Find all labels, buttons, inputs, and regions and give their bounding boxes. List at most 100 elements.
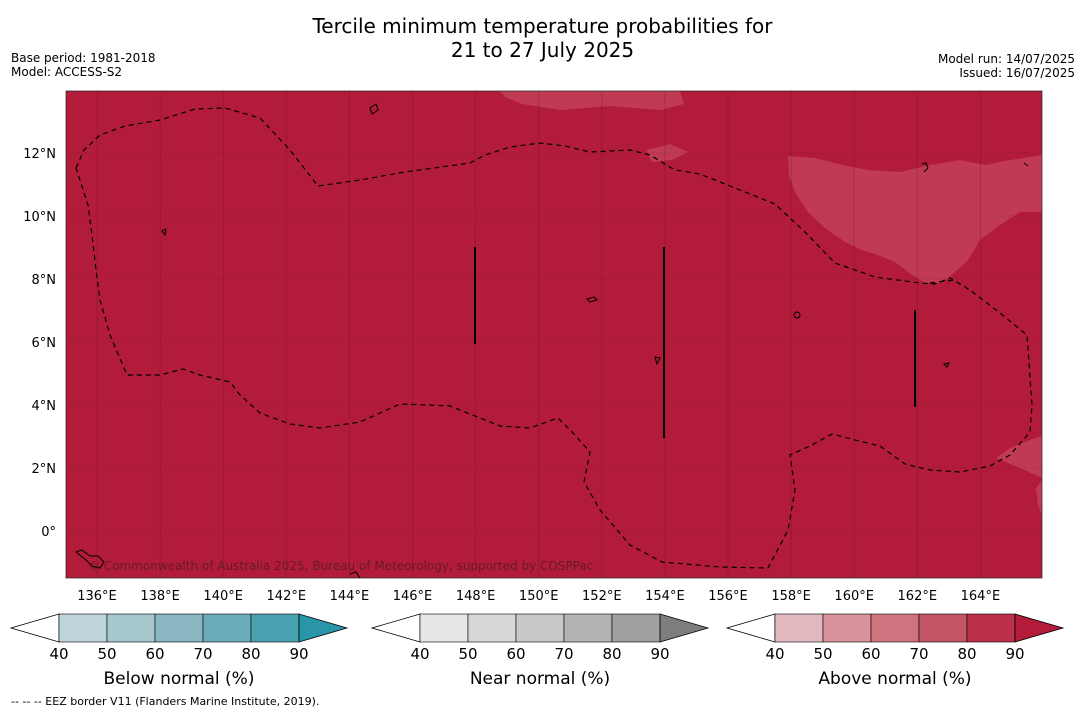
colorbar-title: Above normal (%) (818, 669, 971, 689)
island-10 (1023, 162, 1029, 167)
patch-northeast (788, 155, 1042, 283)
colorbar-tick-label: 50 (813, 645, 832, 663)
patch-northeast-islet (986, 206, 1002, 216)
island-4 (793, 311, 801, 319)
colorbar-2: 40 50 60 70 80 90 Near normal (%) (370, 613, 710, 689)
colorbar-extend-low (9, 613, 60, 643)
copyright-notice: © Commonwealth of Australia 2025, Bureau… (88, 559, 593, 573)
lon-tick-label: 140°E (203, 589, 243, 604)
lon-tick-label: 156°E (708, 589, 748, 604)
island-1 (369, 103, 379, 115)
lat-tick-label: 4°N (32, 399, 57, 414)
eez-border-fsm (75, 107, 1033, 569)
colorbar-3: 40 50 60 70 80 90 Above normal (%) (725, 613, 1065, 689)
colorbar-title: Near normal (%) (470, 669, 610, 689)
colorbar-segment (774, 613, 824, 643)
colorbar-segment (966, 613, 1016, 643)
patch-east-edge (1036, 480, 1042, 515)
colorbar-tick-label: 70 (554, 645, 573, 663)
colorbar-segment (154, 613, 204, 643)
colorbar-tick-label: 70 (909, 645, 928, 663)
colorbar-tick-label: 80 (957, 645, 976, 663)
map-background (66, 91, 1042, 578)
islands (74, 103, 1029, 579)
eez-borders (75, 107, 1033, 569)
model-run-date: Model run: 14/07/2025 (937, 52, 1075, 66)
lon-tick-label: 146°E (393, 589, 433, 604)
model-name: Model: ACCESS-S2 (11, 65, 123, 79)
map-panel: © Commonwealth of Australia 2025, Bureau… (65, 90, 1043, 579)
colorbar-title: Below normal (%) (104, 669, 255, 689)
lat-tick-label: 8°N (32, 273, 57, 288)
island-9 (921, 162, 929, 173)
island-5 (654, 356, 661, 366)
colorbar-segment (419, 613, 469, 643)
island-7 (74, 549, 105, 569)
colorbar-1: 40 50 60 70 80 90 Below normal (%) (9, 613, 349, 689)
colorbar-tick-label: 60 (145, 645, 164, 663)
eez-footnote: -- -- -- EEZ border V11 (Flanders Marine… (11, 695, 320, 708)
run-info: Model run: 14/07/2025 Issued: 16/07/2025 (938, 52, 1075, 80)
colorbar-extend-high (1014, 613, 1065, 643)
lat-tick-label: 6°N (32, 336, 57, 351)
colorbar-tick-label: 60 (861, 645, 880, 663)
lon-tick-label: 148°E (456, 589, 496, 604)
eez-border-junction (929, 279, 956, 284)
colorbar-extend-low (725, 613, 776, 643)
colorbar-segment (58, 613, 108, 643)
colorbar-tick-label: 80 (241, 645, 260, 663)
issued-date: Issued: 16/07/2025 (959, 66, 1075, 80)
patch-north-central (500, 91, 684, 110)
lon-tick-label: 164°E (961, 589, 1001, 604)
lon-tick-label: 150°E (519, 589, 559, 604)
lat-tick-label: 0° (41, 525, 56, 540)
colorbar-segment (106, 613, 156, 643)
colorbar-segment (918, 613, 968, 643)
patch-east (996, 436, 1042, 478)
title-line-2: 21 to 27 July 2025 (450, 38, 635, 62)
base-period: Base period: 1981-2018 (11, 51, 156, 65)
lon-tick-label: 162°E (898, 589, 938, 604)
colorbar-tick-label: 80 (602, 645, 621, 663)
lat-tick-label: 12°N (23, 147, 56, 162)
colorbars: 40 50 60 70 80 90 Below normal (%) 40 50 60 70 80 90… (9, 613, 1065, 689)
lat-tick-label: 10°N (23, 210, 56, 225)
lon-tick-label: 144°E (330, 589, 370, 604)
chart-title: Tercile minimum temperature probabilitie… (0, 14, 1085, 62)
colorbar-segment (611, 613, 661, 643)
patch-small-central (646, 144, 688, 162)
lon-tick-label: 152°E (582, 589, 622, 604)
colorbar-segment (870, 613, 920, 643)
title-line-1: Tercile minimum temperature probabilitie… (312, 14, 773, 38)
base-info: Base period: 1981-2018 Model: ACCESS-S2 (11, 51, 156, 79)
lon-tick-label: 160°E (834, 589, 874, 604)
colorbar-segment (822, 613, 872, 643)
colorbar-tick-label: 40 (49, 645, 68, 663)
colorbar-extend-high (298, 613, 349, 643)
marker-lines (474, 247, 916, 438)
island-2 (161, 228, 167, 237)
colorbar-extend-high (659, 613, 710, 643)
lon-tick-label: 142°E (267, 589, 307, 604)
colorbar-tick-label: 70 (193, 645, 212, 663)
latitude-labels: 12°N 10°N 8°N 6°N 4°N 2°N 0° (23, 147, 56, 540)
longitude-labels: 136°E 138°E 140°E 142°E 144°E 146°E 148°E 150°E… (77, 589, 1000, 604)
colorbar-tick-label: 50 (97, 645, 116, 663)
colorbar-extend-low (370, 613, 421, 643)
lat-tick-label: 2°N (32, 462, 57, 477)
colorbar-segment (467, 613, 517, 643)
lon-tick-label: 154°E (645, 589, 685, 604)
colorbar-segment (202, 613, 252, 643)
colorbar-tick-label: 90 (650, 645, 669, 663)
colorbar-tick-label: 90 (289, 645, 308, 663)
lon-tick-label: 136°E (77, 589, 117, 604)
island-8 (349, 571, 361, 579)
colorbar-tick-label: 40 (765, 645, 784, 663)
map-frame (65, 90, 1043, 579)
colorbar-tick-label: 40 (410, 645, 429, 663)
colorbar-tick-label: 50 (458, 645, 477, 663)
island-3 (586, 296, 598, 303)
colorbar-segment (250, 613, 300, 643)
colorbar-tick-label: 60 (506, 645, 525, 663)
